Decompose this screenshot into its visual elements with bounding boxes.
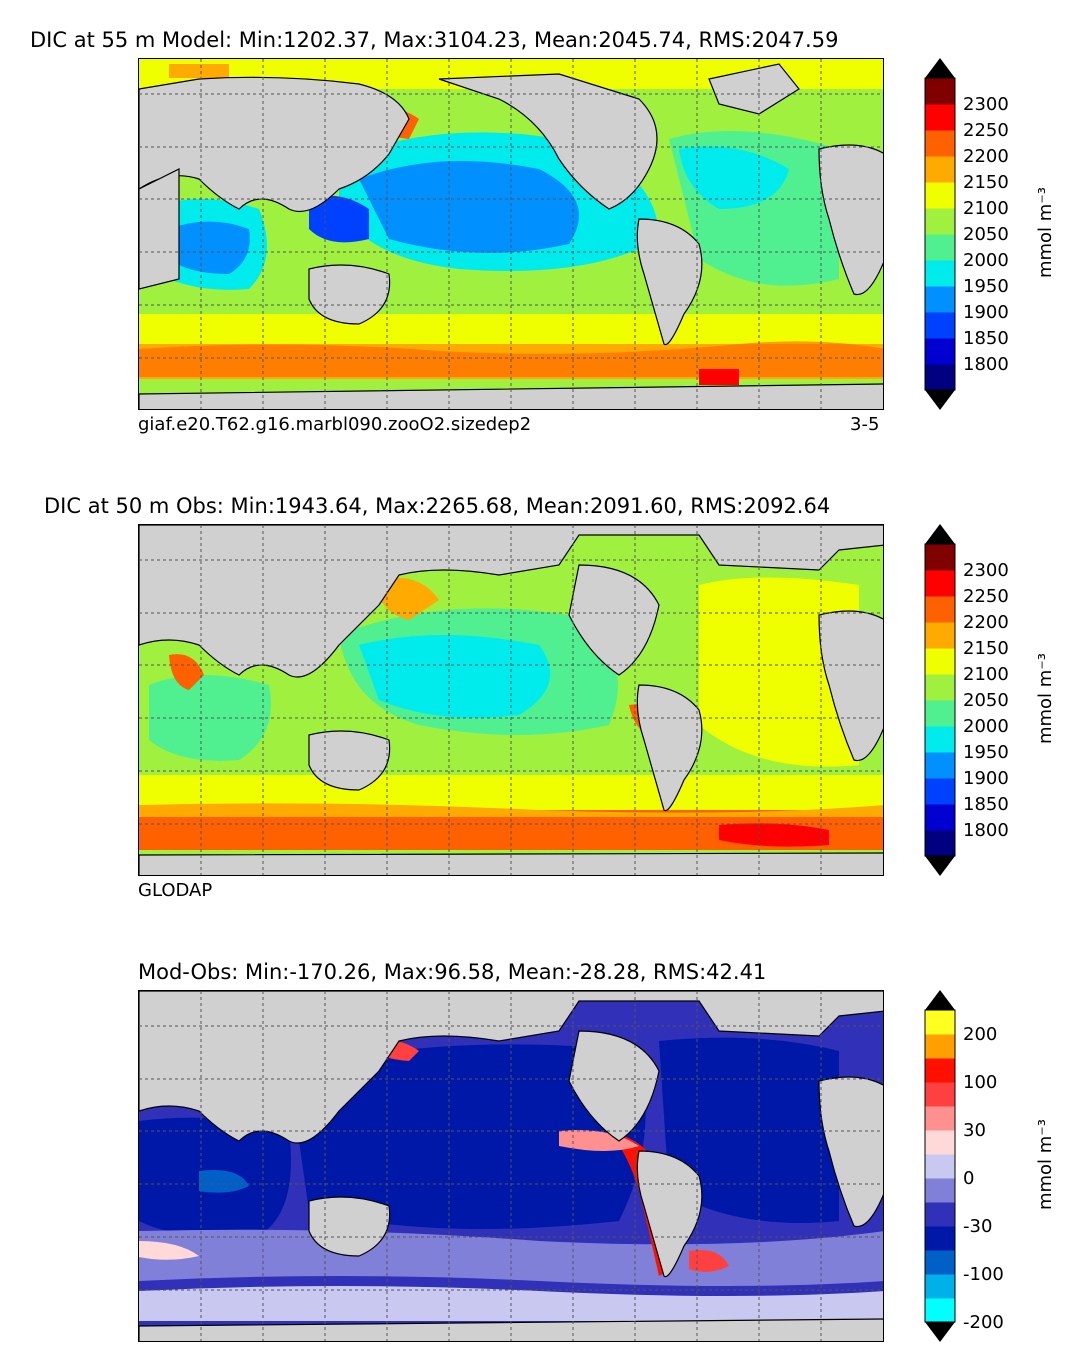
colorbar-tick-label: 100 <box>963 1072 997 1093</box>
colorbar-segment <box>925 312 955 339</box>
colorbar-tick-label: 2050 <box>963 690 1009 711</box>
colorbar-segment <box>925 338 955 365</box>
panel-3-map <box>138 990 884 1342</box>
colorbar-segment <box>925 622 955 649</box>
colorbar-segment <box>925 674 955 701</box>
colorbar-segment <box>925 778 955 805</box>
colorbar-segment <box>925 182 955 209</box>
colorbar-border <box>924 543 956 857</box>
colorbar-tick-label: 2200 <box>963 612 1009 633</box>
colorbar-segment <box>925 1226 955 1251</box>
colorbar-tick-label: 2100 <box>963 198 1009 219</box>
colorbar-segment <box>925 104 955 131</box>
colorbar-segment <box>925 78 955 105</box>
colorbar-segment <box>925 544 955 571</box>
panel-3-colorbar-label: mmol m⁻³ <box>1035 1118 1057 1211</box>
colorbar-segment <box>925 156 955 183</box>
colorbar-tick-label: 2000 <box>963 716 1009 737</box>
colorbar-segment <box>925 1202 955 1227</box>
colorbar-segment <box>925 726 955 753</box>
colorbar-segment <box>925 130 955 157</box>
colorbar-border <box>924 1009 956 1323</box>
colorbar-tick-label: 2150 <box>963 172 1009 193</box>
colorbar-extend-high <box>925 990 955 1010</box>
colorbar-segment <box>925 1178 955 1203</box>
colorbar-segment <box>925 1154 955 1179</box>
colorbar-tick-label: -100 <box>963 1264 1004 1285</box>
colorbar-segment <box>925 286 955 313</box>
colorbar-segment <box>925 804 955 831</box>
panel-1-map <box>138 58 884 410</box>
panel-2-subtitle-left: GLODAP <box>138 880 213 901</box>
colorbar-segment <box>925 752 955 779</box>
colorbar-tick-label: 1800 <box>963 354 1009 375</box>
colorbar-segment <box>925 596 955 623</box>
panel-1-colorbar: 2300 2250 2200 2150 2100 2050 2000 1950 1900 1850… <box>924 58 1009 410</box>
colorbar-segment <box>925 364 955 391</box>
panel-2-map <box>138 524 884 876</box>
colorbar-tick-label: -30 <box>963 1216 992 1237</box>
colorbar-extend-low <box>925 1322 955 1342</box>
colorbar-segment <box>925 830 955 857</box>
colorbar-tick-label: 2100 <box>963 664 1009 685</box>
colorbar-extend-high <box>925 524 955 544</box>
panel-2-colorbar: 2300 2250 2200 2150 2100 2050 2000 1950 1900 1850… <box>924 524 1009 876</box>
colorbar-tick-label: 30 <box>963 1120 986 1141</box>
colorbar-tick-label: 2250 <box>963 586 1009 607</box>
colorbar-segment <box>925 1058 955 1083</box>
colorbar-segment <box>925 1034 955 1059</box>
colorbar-segment <box>925 1010 955 1035</box>
colorbar-segment <box>925 1082 955 1107</box>
colorbar-extend-high <box>925 58 955 78</box>
colorbar-tick-label: 1950 <box>963 276 1009 297</box>
colorbar-segment <box>925 234 955 261</box>
panel-2-title: DIC at 50 m Obs: Min:1943.64, Max:2265.6… <box>44 494 831 518</box>
colorbar-tick-label: 1950 <box>963 742 1009 763</box>
colorbar-tick-label: 2000 <box>963 250 1009 271</box>
colorbar-tick-label: 2050 <box>963 224 1009 245</box>
colorbar-tick-label: -200 <box>963 1312 1004 1333</box>
panel-3-title: Mod-Obs: Min:-170.26, Max:96.58, Mean:-2… <box>138 960 767 984</box>
panel-1-title: DIC at 55 m Model: Min:1202.37, Max:3104… <box>30 28 839 52</box>
colorbar-tick-label: 2250 <box>963 120 1009 141</box>
colorbar-segment <box>925 700 955 727</box>
colorbar-tick-label: 1850 <box>963 794 1009 815</box>
colorbar-extend-low <box>925 856 955 876</box>
colorbar-border <box>924 77 956 391</box>
panel-1-subtitle-right: 3-5 <box>850 414 880 435</box>
colorbar-tick-label: 1900 <box>963 302 1009 323</box>
colorbar-segment <box>925 1106 955 1131</box>
panel-3-colorbar: 200 100 30 0 -30 -100 -200 <box>924 990 1004 1342</box>
colorbar-tick-label: 2300 <box>963 94 1009 115</box>
colorbar-tick-label: 1800 <box>963 820 1009 841</box>
colorbar-segment <box>925 570 955 597</box>
colorbar-segment <box>925 1274 955 1299</box>
colorbar-tick-label: 2150 <box>963 638 1009 659</box>
panel-1-colorbar-label: mmol m⁻³ <box>1035 186 1057 279</box>
colorbar-segment <box>925 1250 955 1275</box>
colorbar-tick-label: 1850 <box>963 328 1009 349</box>
colorbar-segment <box>925 208 955 235</box>
panel-1-subtitle-left: giaf.e20.T62.g16.marbl090.zooO2.sizedep2 <box>138 414 532 435</box>
colorbar-segment <box>925 1298 955 1323</box>
colorbar-segment <box>925 260 955 287</box>
colorbar-tick-label: 200 <box>963 1024 997 1045</box>
colorbar-tick-label: 0 <box>963 1168 974 1189</box>
colorbar-extend-low <box>925 390 955 410</box>
colorbar-segment <box>925 1130 955 1155</box>
colorbar-tick-label: 2300 <box>963 560 1009 581</box>
panel-2-colorbar-label: mmol m⁻³ <box>1035 652 1057 745</box>
colorbar-tick-label: 2200 <box>963 146 1009 167</box>
colorbar-tick-label: 1900 <box>963 768 1009 789</box>
colorbar-segment <box>925 648 955 675</box>
